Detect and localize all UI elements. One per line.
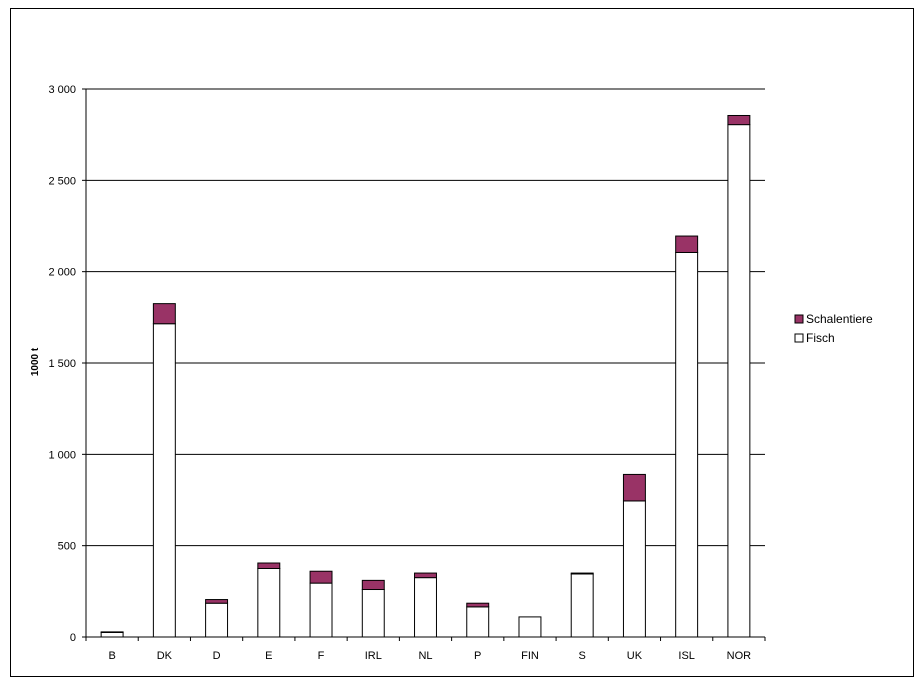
y-axis-label: 1000 t bbox=[30, 347, 41, 376]
y-tick-label: 2 500 bbox=[48, 175, 76, 187]
bar-schalentiere-s bbox=[570, 572, 594, 575]
x-tick-label: IRL bbox=[365, 650, 382, 662]
y-tick-labels: 0 500 1 000 1 500 2 000 2 500 3 000 bbox=[48, 84, 76, 644]
legend-label-schalentiere: Schalentiere bbox=[806, 312, 873, 326]
y-tick-label: 0 bbox=[70, 632, 76, 644]
bar-schalentiere-irl bbox=[361, 579, 385, 591]
bar-schalentiere-d bbox=[205, 599, 229, 604]
x-tick-label: D bbox=[213, 650, 221, 662]
bar-fisch-fin bbox=[518, 616, 542, 638]
bar-fisch-nor bbox=[727, 124, 751, 638]
x-tick-labels: B DK D E F IRL NL P FIN S UK ISL NOR bbox=[85, 637, 766, 662]
x-tick-label: E bbox=[265, 650, 272, 662]
gridlines bbox=[82, 88, 765, 638]
y-tick-label: 3 000 bbox=[48, 84, 76, 96]
bar-fisch-d bbox=[205, 602, 229, 638]
y-tick-label: 1 500 bbox=[48, 358, 76, 370]
bar-schalentiere-dk bbox=[152, 303, 176, 325]
x-tick-label: UK bbox=[627, 650, 643, 662]
bar-schalentiere-uk bbox=[622, 473, 646, 502]
bar-fisch-s bbox=[570, 573, 594, 638]
legend: Schalentiere Fisch bbox=[794, 312, 873, 345]
bar-fisch-irl bbox=[361, 589, 385, 638]
bar-schalentiere-e bbox=[257, 562, 281, 570]
bar-fisch-p bbox=[466, 606, 490, 638]
x-tick-label: FIN bbox=[521, 650, 539, 662]
x-tick-label: NL bbox=[418, 650, 432, 662]
x-tick-label: ISL bbox=[678, 650, 695, 662]
bar-fisch-e bbox=[257, 568, 281, 638]
x-tick-label: B bbox=[108, 650, 115, 662]
bar-fisch-isl bbox=[675, 251, 699, 638]
bar-schalentiere-f bbox=[309, 570, 333, 584]
bar-schalentiere-p bbox=[466, 602, 490, 608]
legend-label-fisch: Fisch bbox=[806, 331, 835, 345]
y-tick-label: 1 000 bbox=[48, 449, 76, 461]
legend-swatch-fisch bbox=[794, 333, 804, 343]
bar-fisch-dk bbox=[152, 323, 176, 638]
legend-swatch-schalentiere bbox=[794, 314, 804, 324]
bar-schalentiere-nl bbox=[414, 572, 437, 579]
bars bbox=[100, 114, 751, 638]
x-tick-label: DK bbox=[157, 650, 173, 662]
bar-fisch-f bbox=[309, 582, 333, 638]
y-tick-label: 500 bbox=[58, 541, 76, 553]
y-tick-label: 2 000 bbox=[48, 267, 76, 279]
x-tick-label: P bbox=[474, 650, 481, 662]
bar-schalentiere-isl bbox=[675, 235, 699, 253]
bar-fisch-nl bbox=[414, 577, 437, 638]
bar-schalentiere-b bbox=[100, 631, 124, 633]
x-tick-label: F bbox=[318, 650, 325, 662]
x-tick-label: S bbox=[579, 650, 586, 662]
bar-schalentiere-nor bbox=[727, 114, 751, 126]
x-tick-label: NOR bbox=[727, 650, 752, 662]
bar-fisch-uk bbox=[622, 500, 646, 638]
bar-fisch-b bbox=[100, 631, 124, 638]
